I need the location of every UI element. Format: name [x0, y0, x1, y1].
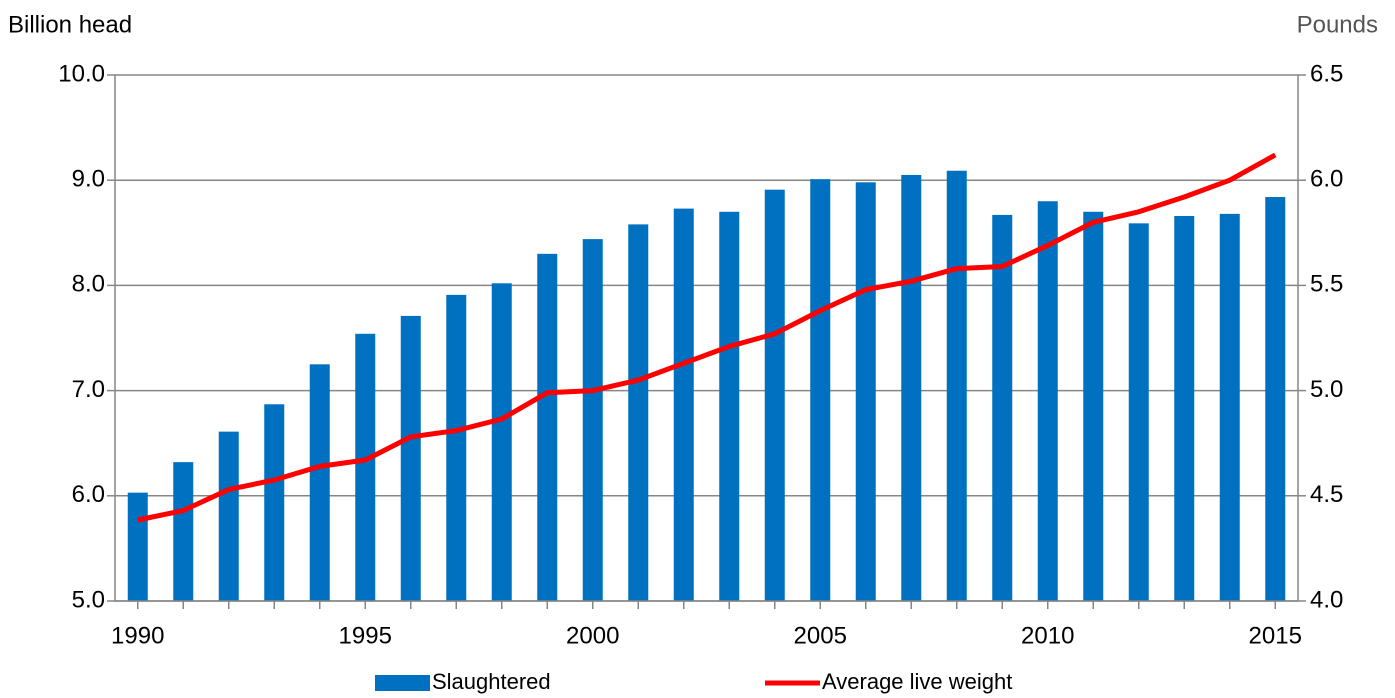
- bar: [127, 492, 148, 601]
- bar: [855, 182, 876, 601]
- bar: [491, 283, 512, 601]
- legend-swatch: [375, 675, 430, 691]
- legend-label: Slaughtered: [432, 669, 551, 694]
- legend-label: Average live weight: [822, 669, 1012, 694]
- bar: [309, 364, 330, 601]
- x-tick-label: 1995: [339, 622, 392, 649]
- bar: [446, 294, 467, 601]
- bar: [719, 211, 740, 601]
- x-tick-label: 2015: [1249, 622, 1302, 649]
- y-axis-title: Billion head: [8, 11, 132, 38]
- bar: [1128, 223, 1149, 601]
- bar: [946, 170, 967, 601]
- y-tick-label: 7.0: [72, 376, 105, 403]
- y2-axis-title: Pounds: [1297, 11, 1378, 38]
- bar: [1174, 215, 1195, 601]
- y-tick-label: 8.0: [72, 271, 105, 298]
- y-tick-label: 10.0: [58, 60, 105, 87]
- bar: [582, 239, 603, 601]
- bar: [764, 189, 785, 601]
- y2-tick-label: 4.0: [1310, 586, 1343, 613]
- bar: [264, 404, 285, 601]
- bar: [173, 462, 194, 601]
- bar: [992, 214, 1013, 601]
- bar: [673, 208, 694, 601]
- bar: [218, 431, 239, 601]
- y2-tick-label: 6.5: [1310, 60, 1343, 87]
- bar: [1265, 197, 1286, 602]
- y-tick-label: 9.0: [72, 166, 105, 193]
- y2-tick-label: 4.5: [1310, 481, 1343, 508]
- x-tick-label: 2000: [566, 622, 619, 649]
- y2-tick-label: 5.5: [1310, 271, 1343, 298]
- bar: [537, 253, 558, 601]
- x-tick-label: 1990: [111, 622, 164, 649]
- x-tick-label: 2010: [1021, 622, 1074, 649]
- bar: [355, 333, 376, 601]
- y-tick-label: 6.0: [72, 481, 105, 508]
- line: [137, 152, 1277, 523]
- bar: [400, 315, 421, 601]
- bar: [1083, 211, 1104, 601]
- bar: [1037, 201, 1058, 602]
- bar: [1219, 213, 1240, 601]
- y2-tick-label: 6.0: [1310, 166, 1343, 193]
- y-tick-label: 5.0: [72, 586, 105, 613]
- y2-tick-label: 5.0: [1310, 376, 1343, 403]
- bar: [810, 179, 831, 601]
- bar: [901, 174, 922, 601]
- x-tick-label: 2005: [794, 622, 847, 649]
- bar: [628, 224, 649, 601]
